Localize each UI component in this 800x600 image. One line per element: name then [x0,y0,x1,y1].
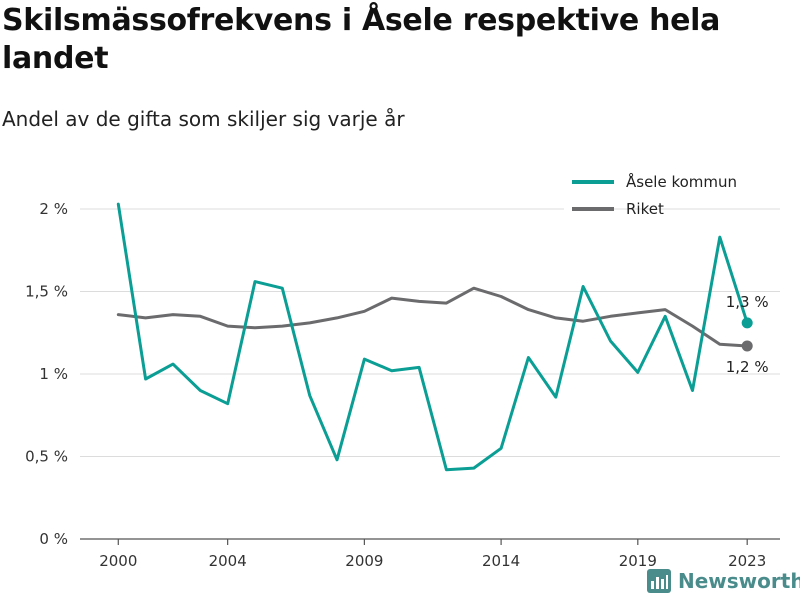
x-tick-label: 2019 [619,552,657,570]
chart-subtitle: Andel av de gifta som skiljer sig varje … [2,107,405,131]
grid-lines [80,208,780,457]
end-value-label: 1,3 % [726,293,769,311]
brand-name: Newsworthy [678,569,800,593]
legend-label: Riket [626,200,664,218]
newsworthy-logo-icon [647,569,671,593]
x-tick-label: 2004 [209,552,247,570]
chart-title: Skilsmässofrekvens i Åsele respektive he… [2,3,721,76]
newsworthy-logo: Newsworthy [646,568,800,594]
x-tick-label: 2009 [345,552,383,570]
series-end-point [741,317,753,329]
legend-label: Åsele kommun [626,172,737,191]
series-end-point [741,340,753,352]
y-tick-label: 1 % [39,365,68,383]
x-tick-label: 2000 [99,552,137,570]
end-labels: 1,3 % 1,2 % [726,293,769,376]
y-tick-label: 1,5 % [25,283,68,301]
y-tick-label: 0,5 % [25,448,68,466]
series-lines [116,202,753,472]
x-tick-label: 2023 [728,552,766,570]
axes: 0 % 0,5 % 1 % 1,5 % 2 % 2000 2004 2009 2014 2019 2… [25,200,780,570]
series-line-asele [116,202,749,472]
legend: Åsele kommun Riket [564,172,737,218]
y-tick-label: 2 % [39,200,68,218]
end-value-label: 1,2 % [726,358,769,376]
y-tick-label: 0 % [39,530,68,548]
series-line-riket [116,286,749,348]
x-tick-label: 2014 [482,552,520,570]
